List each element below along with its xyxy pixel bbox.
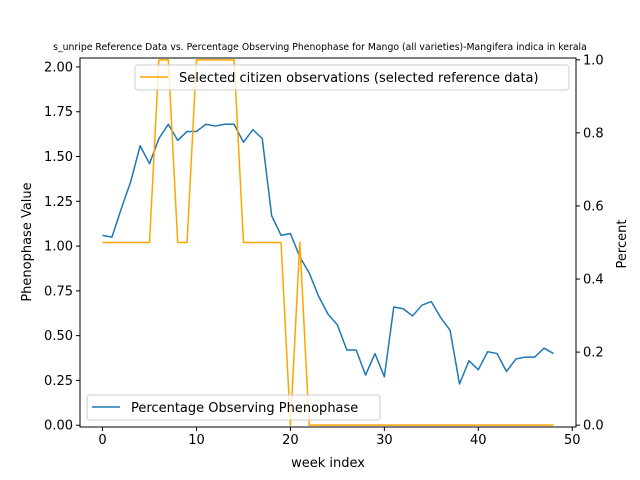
left-y-tick-label: 0.00 (44, 419, 73, 434)
legend-upper-right: Selected citizen observations (selected … (134, 64, 570, 91)
left-y-tick-label: 1.75 (44, 105, 73, 120)
percentage-observing-line (102, 123, 554, 385)
right-y-axis: 0.0 0.2 0.4 0.6 0.8 1.0 (576, 53, 604, 434)
plot-frame (79, 57, 577, 428)
left-y-tick-label: 1.25 (44, 195, 73, 210)
x-axis-label: week index (291, 456, 365, 471)
legend-label-percentage: Percentage Observing Phenophase (131, 401, 358, 416)
x-tick-label: 20 (282, 433, 299, 448)
right-y-tick-label: 0.4 (583, 273, 604, 288)
x-tick-label: 0 (98, 433, 106, 448)
legend-label-citizen: Selected citizen observations (selected … (179, 71, 539, 86)
left-y-tick-label: 1.50 (44, 150, 73, 165)
legend-box (86, 394, 381, 421)
chart-title: s_unripe Reference Data vs. Percentage O… (53, 42, 587, 53)
x-tick-label: 50 (564, 433, 581, 448)
legend-lower-left: Percentage Observing Phenophase (86, 394, 381, 421)
right-y-tick-label: 0.8 (583, 126, 604, 141)
x-tick-label: 30 (376, 433, 393, 448)
legend-box (134, 64, 570, 91)
left-y-axis-label: Phenophase Value (20, 182, 35, 301)
right-y-tick-label: 0.2 (583, 346, 604, 361)
left-y-tick-label: 0.75 (44, 284, 73, 299)
citizen-observations-line (102, 59, 554, 426)
right-y-tick-label: 0.0 (583, 419, 604, 434)
x-tick-label: 10 (188, 433, 205, 448)
right-y-tick-label: 0.6 (583, 199, 604, 214)
left-y-tick-label: 1.00 (44, 240, 73, 255)
right-y-axis-label: Percent (615, 220, 630, 269)
right-y-tick-label: 1.0 (583, 53, 604, 68)
x-tick-label: 40 (470, 433, 487, 448)
left-y-tick-label: 2.00 (44, 60, 73, 75)
left-y-axis: 0.00 0.25 0.50 0.75 1.00 1.25 1.50 1.75 2.00 (44, 60, 80, 434)
series-lines (102, 59, 554, 426)
left-y-tick-label: 0.25 (44, 374, 73, 389)
x-axis: 0 10 20 30 40 50 (98, 427, 581, 448)
left-y-tick-label: 0.50 (44, 329, 73, 344)
plot-area (79, 57, 577, 428)
